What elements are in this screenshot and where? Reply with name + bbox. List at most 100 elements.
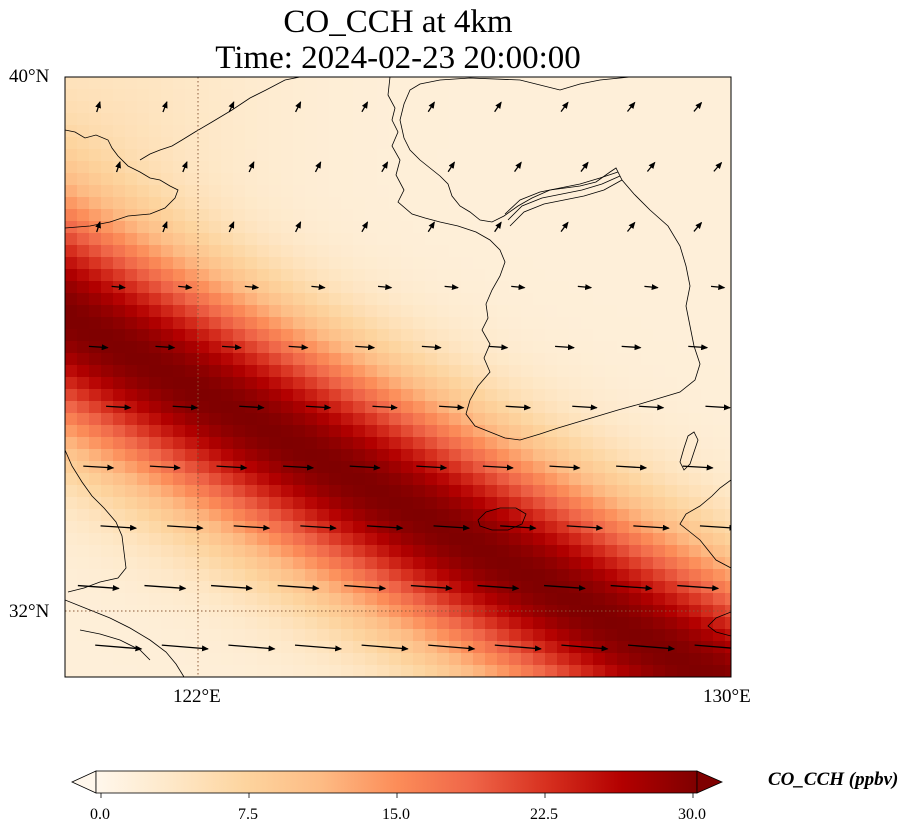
field-cell [305,245,318,258]
field-cell [629,389,642,402]
field-cell [101,149,114,162]
field-cell [149,257,162,270]
wind-arrow [427,101,435,113]
field-cell [245,353,258,366]
field-cell [449,293,462,306]
field-cell [629,593,642,606]
field-cell [101,269,114,282]
field-cell [509,653,522,666]
field-cell [77,221,90,234]
field-cell [509,101,522,114]
field-cell [461,77,474,90]
field-cell [161,449,174,462]
field-cell [293,557,306,570]
field-cell [401,413,414,426]
wind-arrow [511,284,526,291]
field-cell [701,257,714,270]
field-cell [617,401,630,414]
field-cell [545,209,558,222]
field-cell [545,389,558,402]
wind-arrow [447,161,455,173]
wind-arrow [95,220,101,233]
field-cell [401,341,414,354]
field-cell [281,317,294,330]
field-cell [653,329,666,342]
field-cell [545,473,558,486]
field-cell [209,401,222,414]
field-cell [461,473,474,486]
field-cell [65,233,78,246]
field-cell [641,329,654,342]
field-cell [641,617,654,630]
field-cell [689,605,702,618]
field-cell [125,113,138,126]
field-cell [593,137,606,150]
field-cell [65,257,78,270]
field-cell [281,329,294,342]
field-cell [425,137,438,150]
field-cell [245,125,258,138]
field-cell [485,305,498,318]
field-cell [485,389,498,402]
field-cell [581,461,594,474]
field-cell [533,113,546,126]
field-cell [209,617,222,630]
field-cell [197,77,210,90]
field-cell [305,437,318,450]
field-cell [485,161,498,174]
field-cell [197,425,210,438]
field-cell [497,389,510,402]
field-cell [557,269,570,282]
wind-arrow [693,101,703,112]
field-cell [245,317,258,330]
field-cell [161,377,174,390]
field-cell [293,281,306,294]
field-cell [257,593,270,606]
wind-arrow [77,584,120,592]
field-cell [365,437,378,450]
field-cell [161,401,174,414]
field-cell [173,545,186,558]
field-cell [137,197,150,210]
field-cell [473,101,486,114]
field-cell [713,473,726,486]
field-cell [617,569,630,582]
field-cell [605,605,618,618]
field-cell [77,101,90,114]
field-cell [581,377,594,390]
field-cell [293,269,306,282]
field-cell [485,593,498,606]
field-cell [689,89,702,102]
field-cell [677,149,690,162]
field-cell [137,149,150,162]
field-cell [413,101,426,114]
field-cell [149,161,162,174]
field-cell [413,269,426,282]
field-cell [77,209,90,222]
field-cell [557,557,570,570]
field-cell [329,281,342,294]
field-cell [257,605,270,618]
field-cell [221,629,234,642]
field-cell [593,77,606,90]
field-cell [461,257,474,270]
field-cell [689,365,702,378]
field-cell [281,377,294,390]
field-cell [269,233,282,246]
field-cell [101,173,114,186]
field-cell [185,161,198,174]
field-cell [437,497,450,510]
field-cell [605,629,618,642]
field-cell [437,257,450,270]
field-cell [617,437,630,450]
field-cell [197,461,210,474]
field-cell [545,413,558,426]
field-cell [545,245,558,258]
field-cell [173,173,186,186]
field-cell [101,665,114,677]
field-cell [485,461,498,474]
field-cell [725,509,731,522]
field-cell [233,449,246,462]
field-cell [581,449,594,462]
field-cell [293,449,306,462]
